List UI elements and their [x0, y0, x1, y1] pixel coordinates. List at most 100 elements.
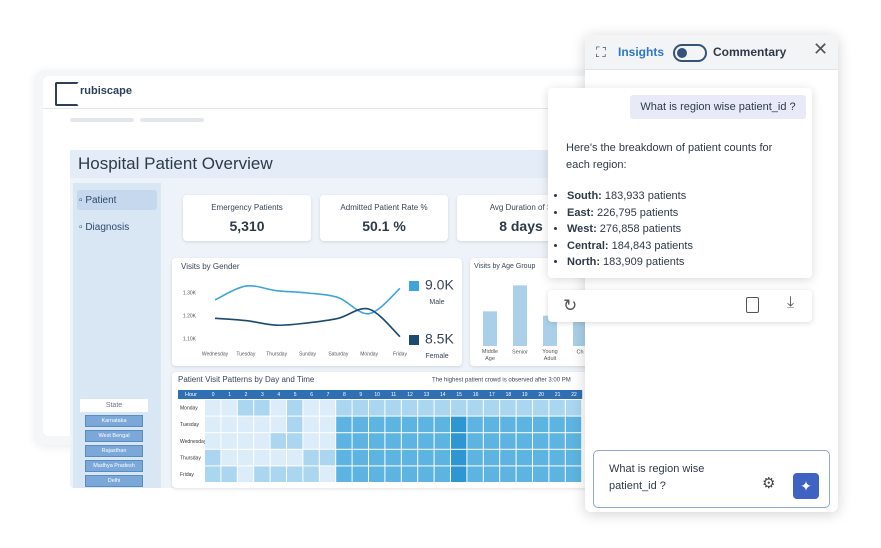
region: South:	[567, 190, 602, 202]
heat-cell	[565, 400, 582, 416]
filter-option[interactable]: Delhi	[85, 475, 143, 487]
answer-item: East: 226,795 patients	[567, 205, 693, 222]
region: West:	[567, 223, 597, 235]
heat-cell	[467, 400, 483, 416]
input-text[interactable]: What is region wise patient_id ?	[609, 463, 705, 492]
nav-item[interactable]: ▫ Diagnosis	[79, 222, 130, 233]
heat-cell	[254, 433, 270, 449]
send-button[interactable]: ✦	[793, 473, 819, 499]
kpi-card: Admitted Patient Rate % 50.1 %	[320, 195, 448, 241]
heat-cell	[319, 400, 336, 416]
heat-cell	[401, 416, 418, 433]
x-tick-label: Thursday	[266, 351, 287, 357]
answer-item: West: 276,858 patients	[567, 221, 693, 238]
heat-cell	[205, 466, 221, 482]
header-row	[178, 390, 583, 399]
filter-option[interactable]: Rajasthan	[85, 445, 143, 457]
heat-cell	[565, 466, 582, 482]
kpi-label: Emergency Patients	[211, 203, 283, 212]
heat-cell	[319, 449, 336, 466]
heat-cell	[303, 433, 319, 449]
answer-list: South: 183,933 patientsEast: 226,795 pat…	[553, 188, 693, 271]
heat-cell	[549, 466, 565, 482]
day-label: Friday	[180, 472, 194, 478]
heat-cell	[549, 449, 565, 466]
hour-label: 6	[310, 392, 313, 398]
chat-input[interactable]	[593, 450, 830, 508]
filter-option[interactable]: West Bengal	[85, 430, 143, 442]
heat-cell	[205, 433, 221, 449]
kpi-label: Admitted Patient Rate %	[340, 203, 428, 212]
hour-label: 1	[228, 392, 231, 398]
heat-cell	[401, 449, 418, 466]
heat-cell	[533, 449, 549, 466]
logo: rubiscape	[80, 85, 132, 97]
heat-cell	[500, 400, 516, 416]
answer-intro: Here's the breakdown of patient counts f…	[566, 142, 773, 171]
divider	[43, 108, 593, 109]
tab-insights[interactable]: Insights	[618, 45, 665, 59]
download-icon[interactable]: ⤓	[787, 294, 795, 311]
heat-cell	[303, 416, 319, 433]
heat-cell	[385, 466, 401, 482]
toggle[interactable]	[673, 44, 707, 62]
expand-icon[interactable]: ⛶	[596, 44, 606, 60]
hour-label: 15	[456, 392, 462, 398]
heat-cell	[418, 449, 434, 466]
refresh-icon[interactable]: ↻	[563, 296, 578, 315]
heat-cell	[221, 433, 237, 449]
heat-cell	[533, 466, 549, 482]
line	[214, 285, 401, 315]
legend-swatch	[409, 335, 419, 345]
x-tick-label: Friday	[393, 351, 407, 357]
x-tick-label: Wednesday	[202, 351, 229, 357]
heat-cell	[500, 466, 516, 482]
tab-commentary[interactable]: Commentary	[713, 45, 787, 59]
kpi-value: 50.1 %	[362, 218, 406, 234]
legend-total: 9.0K	[425, 277, 454, 293]
placeholder	[140, 118, 204, 122]
y-tick-label: 1.30K	[183, 290, 197, 296]
day-label: Wednesday	[180, 439, 207, 445]
hour-label: 13	[424, 392, 430, 398]
legend-swatch	[409, 281, 419, 291]
heat-cell	[401, 433, 418, 449]
region: Central:	[567, 239, 609, 252]
heat-cell	[401, 466, 418, 482]
heat-cell	[352, 400, 368, 416]
filter-option[interactable]: Karnataka	[85, 415, 143, 427]
bar	[573, 320, 587, 346]
heat-cell	[434, 400, 450, 416]
heat-cell	[254, 416, 270, 433]
nav-label[interactable]: Patient	[85, 195, 117, 206]
heat-cell	[516, 449, 532, 466]
filter-option[interactable]: Madhya Pradesh	[85, 460, 143, 472]
heat-cell	[270, 400, 286, 416]
nav-label[interactable]: Diagnosis	[85, 222, 130, 233]
close-button[interactable]: ✕	[813, 39, 829, 59]
heat-cell	[303, 449, 319, 466]
x-tick-label: Ch	[576, 349, 583, 355]
heat-cell	[369, 400, 385, 416]
heat-cell	[352, 466, 368, 482]
copy-icon[interactable]	[746, 297, 759, 313]
settings-icon[interactable]: ⚙	[762, 475, 776, 492]
heat-cell	[319, 466, 336, 482]
heat-cell	[385, 416, 401, 433]
nav-item[interactable]: ▫ Patient	[79, 195, 117, 206]
chart-title: Visits by Age Group	[474, 263, 535, 270]
heat-cell	[221, 400, 237, 416]
heat-cell	[352, 433, 368, 449]
heat-cell	[418, 400, 434, 416]
heat-cell	[516, 433, 532, 449]
heat-cell	[352, 416, 368, 433]
heat-cell	[205, 416, 221, 433]
heat-cell	[451, 433, 467, 449]
x-tick-label: Senior	[512, 349, 528, 355]
heat-cell	[352, 449, 368, 466]
heat-cell	[500, 449, 516, 466]
heat-cell	[237, 416, 254, 433]
kpi-value: 5,310	[229, 218, 265, 234]
chat-header	[585, 35, 838, 70]
heat-cell	[565, 433, 582, 449]
